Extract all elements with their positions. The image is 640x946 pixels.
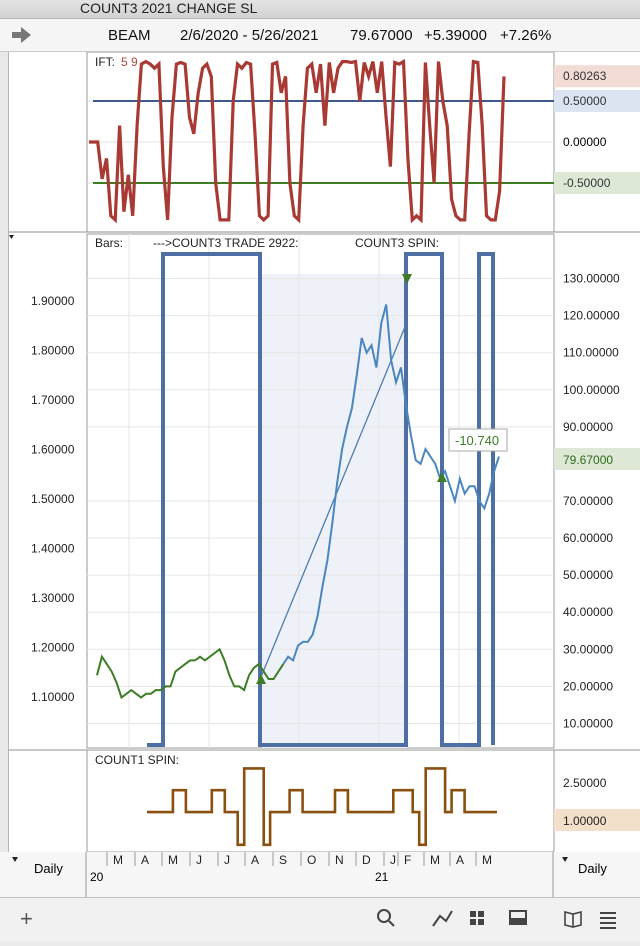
left-axis-tick: 1.30000 <box>31 591 75 605</box>
ift-badge-bg <box>554 172 640 194</box>
right-axis-tick: 10.00000 <box>563 716 613 730</box>
ift-badge: 0.50000 <box>563 94 607 108</box>
legend-spin: COUNT3 SPIN: <box>355 236 439 250</box>
right-axis-tick: 130.00000 <box>563 272 620 286</box>
left-gutter <box>0 52 8 852</box>
left-axis-tick: 1.50000 <box>31 492 75 506</box>
ift-badge: 0.80263 <box>563 69 607 83</box>
price-series-line-early <box>96 647 285 700</box>
left-axis-tick: 1.20000 <box>31 641 75 655</box>
ift-axis-tick: 0.00000 <box>563 135 607 149</box>
interval-left[interactable]: Daily <box>34 861 63 876</box>
right-axis-tick: 100.00000 <box>563 383 620 397</box>
left-axis-tick: 1.60000 <box>31 443 75 457</box>
ift-params: 5 9 <box>121 55 138 69</box>
month-label: S <box>279 853 287 867</box>
left-axis-tick: 1.90000 <box>31 294 75 308</box>
interval-menu-icon-right[interactable] <box>562 857 568 862</box>
right-axis-tick: 40.00000 <box>563 605 613 619</box>
trade-line <box>260 321 408 678</box>
ift-series-line <box>89 58 506 224</box>
month-label: F <box>404 853 411 867</box>
count1-series-line <box>147 767 497 847</box>
left-axis-tick: 1.40000 <box>31 542 75 556</box>
month-label: A <box>251 853 259 867</box>
trade-result-box <box>448 428 508 452</box>
chart-icon[interactable] <box>432 910 453 927</box>
legend-bars: Bars: <box>95 236 123 250</box>
bottom-toolbar: + <box>0 897 640 941</box>
panel-menu-icon[interactable] <box>9 235 14 239</box>
chart-area[interactable]: IFT: 5 9 0.00000 0.80263 0.50000 -0.50000 … <box>8 51 640 853</box>
count1-tick: 2.50000 <box>563 776 607 790</box>
month-label: M <box>430 853 440 867</box>
price-change-percent: +7.26% <box>500 27 552 44</box>
symbol-label[interactable]: BEAM <box>108 27 151 44</box>
right-axis-tick: 90.00000 <box>563 420 613 434</box>
left-axis-tick: 1.70000 <box>31 393 75 407</box>
buy-arrow-icon <box>256 674 266 684</box>
window-title: COUNT3 2021 CHANGE SL <box>80 0 258 16</box>
right-axis-tick: 70.00000 <box>563 494 613 508</box>
add-icon[interactable]: + <box>20 906 33 931</box>
right-axis-tick: 110.00000 <box>563 346 619 360</box>
month-label: M <box>482 853 492 867</box>
menu-icon[interactable] <box>600 912 616 929</box>
right-axis-tick: 120.00000 <box>563 309 620 323</box>
book-icon[interactable] <box>564 910 582 928</box>
month-label: J <box>224 853 230 867</box>
month-label: N <box>335 853 344 867</box>
month-label: M <box>113 853 123 867</box>
right-axis-ticks: 130.00000 120.00000 110.00000 100.00000 90.0… <box>563 272 620 731</box>
left-axis-ticks: 1.90000 1.80000 1.70000 1.60000 1.50000 1.400… <box>31 294 75 704</box>
count1-badge: 1.00000 <box>563 814 607 828</box>
year-label: 20 <box>90 870 104 884</box>
ift-badges: 0.80263 0.50000 -0.50000 <box>554 65 640 194</box>
month-label: D <box>362 853 371 867</box>
quote-toolbar: BEAM 2/6/2020 - 5/26/2021 79.67000 +5.39… <box>0 19 640 52</box>
last-price-badge: 79.67000 <box>563 453 613 467</box>
right-axis-tick: 20.00000 <box>563 679 613 693</box>
month-label: A <box>456 853 464 867</box>
price-series-line <box>282 304 500 665</box>
legend-trade: --->COUNT3 TRADE 2922: <box>153 236 298 250</box>
search-icon[interactable] <box>377 909 391 923</box>
month-label: A <box>141 853 149 867</box>
interval-menu-icon[interactable] <box>12 857 18 862</box>
trade-result-label: -10.740 <box>455 433 499 448</box>
ift-label: IFT: <box>95 55 115 69</box>
window-titlebar: COUNT3 2021 CHANGE SL <box>0 0 640 19</box>
main-price-panel[interactable]: Bars: --->COUNT3 TRADE 2922: COUNT3 SPIN… <box>9 233 640 749</box>
count1-spin-panel[interactable]: COUNT1 SPIN: 2.50000 1.00000 <box>9 749 640 853</box>
count1-badge-bg <box>554 809 640 831</box>
last-price-badge-bg <box>554 448 640 470</box>
ift-badge: -0.50000 <box>563 176 611 190</box>
ift-panel[interactable]: IFT: 5 9 0.00000 0.80263 0.50000 -0.50000 <box>9 51 640 233</box>
month-label: M <box>168 853 178 867</box>
left-axis-tick: 1.10000 <box>31 690 75 704</box>
arrow-right-icon[interactable] <box>10 25 32 45</box>
right-axis-tick: 60.00000 <box>563 531 613 545</box>
date-range: 2/6/2020 - 5/26/2021 <box>180 27 319 44</box>
price-change: +5.39000 <box>424 27 487 44</box>
left-axis-tick: 1.80000 <box>31 344 75 358</box>
count3-spin-line <box>147 252 495 747</box>
grid-icon[interactable] <box>470 911 484 925</box>
ift-badge-bg <box>554 90 640 112</box>
month-label: J <box>390 853 396 867</box>
count1-label: COUNT1 SPIN: <box>95 753 179 767</box>
sell-arrow-icon <box>402 274 412 284</box>
right-axis-tick: 30.00000 <box>563 642 613 656</box>
year-label: 21 <box>375 870 389 884</box>
right-axis-tick: 50.00000 <box>563 568 613 582</box>
ift-badge-bg <box>554 65 640 88</box>
chart-svg[interactable]: IFT: 5 9 0.00000 0.802630.50000-0.50000 … <box>9 51 640 853</box>
month-label: J <box>196 853 202 867</box>
month-label: O <box>307 853 316 867</box>
last-price: 79.67000 <box>350 27 413 44</box>
buy-arrow-icon <box>437 472 447 482</box>
interval-right[interactable]: Daily <box>578 861 607 876</box>
